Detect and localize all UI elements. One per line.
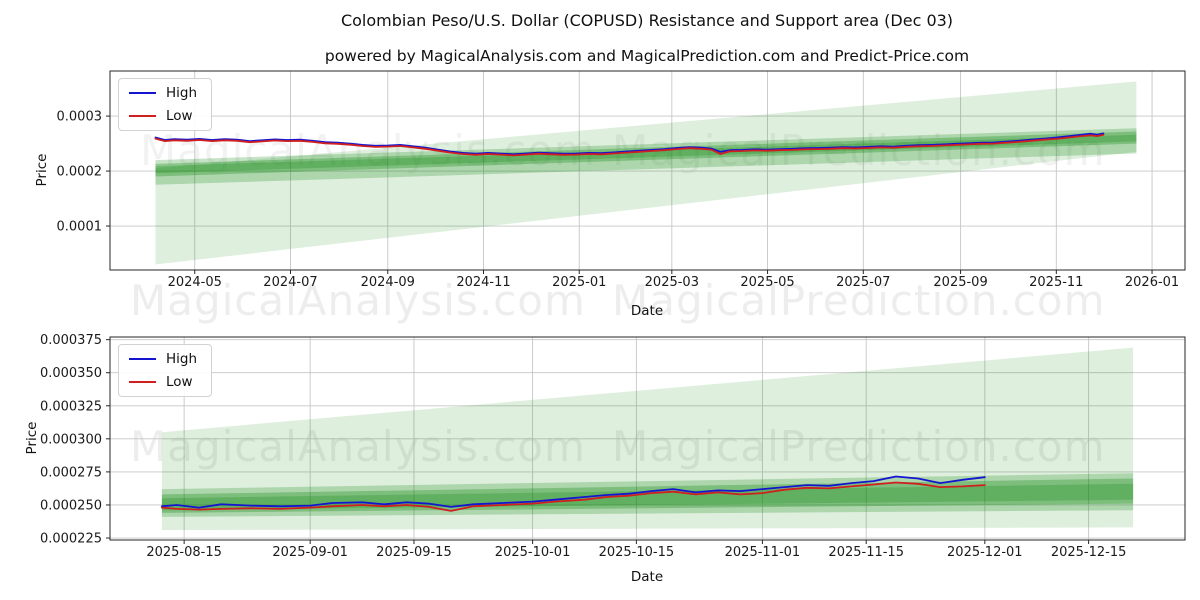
- top-x-axis-label: Date: [630, 303, 664, 319]
- high-line: [154, 132, 1105, 156]
- y-tick-label: 0.0001: [57, 220, 103, 235]
- low-line-swatch: [129, 381, 156, 383]
- inner-support-resistance-band: [155, 131, 1137, 177]
- x-tick-label: 2024-09: [361, 275, 415, 290]
- y-tick-label: 0.0002: [57, 165, 103, 180]
- watermark-analysis-top-axis: MagicalAnalysis.com: [130, 276, 586, 325]
- x-tick-label: 2025-03: [645, 275, 699, 290]
- outer-support-resistance-fan: [155, 81, 1137, 265]
- x-tick-label: 2025-11: [1029, 275, 1083, 290]
- y-tick-label: 0.000225: [40, 532, 102, 547]
- high-line-swatch: [129, 92, 156, 94]
- legend-label-high: High: [166, 351, 198, 367]
- high-line-swatch: [129, 358, 156, 360]
- legend-label-low: Low: [166, 374, 193, 390]
- legend-item-low: Low: [129, 374, 197, 390]
- low-line: [154, 133, 1105, 157]
- x-tick-label: 2025-12-15: [1051, 545, 1127, 560]
- x-tick-label: 2025-09-15: [376, 545, 452, 560]
- low-line-swatch: [129, 115, 156, 117]
- x-tick-label: 2025-11-01: [725, 545, 801, 560]
- x-tick-label: 2025-09: [933, 275, 987, 290]
- watermark-analysis-top-inplot: MagicalAnalysis.com: [140, 126, 596, 175]
- x-tick-label: 2025-12-01: [947, 545, 1023, 560]
- y-tick-label: 0.000325: [40, 399, 102, 414]
- bottom-y-axis-label: Price: [24, 421, 40, 455]
- watermark-prediction-top-axis: MagicalPrediction.com: [612, 276, 1106, 325]
- legend-top: High Low: [118, 78, 213, 131]
- watermark-prediction-bottom: MagicalPrediction.com: [612, 422, 1106, 471]
- y-tick-label: 0.000300: [40, 432, 102, 447]
- x-tick-label: 2025-05: [740, 275, 794, 290]
- mid-support-resistance-band: [155, 128, 1137, 185]
- legend-item-high: High: [129, 85, 197, 101]
- y-tick-label: 0.000275: [40, 465, 102, 480]
- x-tick-label: 2024-05: [168, 275, 222, 290]
- legend-bottom: High Low: [118, 344, 213, 397]
- x-tick-label: 2026-01: [1125, 275, 1179, 290]
- plot-frame: [109, 70, 1186, 271]
- watermark-analysis-bottom: MagicalAnalysis.com: [130, 422, 586, 471]
- legend-item-low: Low: [129, 108, 197, 124]
- x-tick-label: 2025-07: [836, 275, 890, 290]
- x-tick-label: 2024-11: [456, 275, 510, 290]
- top-y-axis-label: Price: [34, 153, 50, 187]
- bottom-x-axis-label: Date: [630, 569, 664, 585]
- x-tick-label: 2024-07: [263, 275, 317, 290]
- y-tick-label: 0.000250: [40, 498, 102, 513]
- y-tick-label: 0.000350: [40, 366, 102, 381]
- legend-label-high: High: [166, 85, 198, 101]
- core-support-resistance-band: [161, 483, 1134, 511]
- x-tick-label: 2025-01: [552, 275, 606, 290]
- low-line: [160, 481, 986, 512]
- x-tick-label: 2025-08-15: [146, 545, 222, 560]
- chart-title: Colombian Peso/U.S. Dollar (COPUSD) Resi…: [340, 11, 954, 30]
- y-tick-label: 0.000375: [40, 333, 102, 348]
- y-tick-label: 0.0003: [57, 110, 103, 125]
- core-support-resistance-band: [155, 134, 1137, 174]
- x-tick-label: 2025-09-01: [272, 545, 348, 560]
- outer-support-resistance-fan: [161, 347, 1134, 531]
- x-tick-label: 2025-11-15: [828, 545, 904, 560]
- x-tick-label: 2025-10-15: [599, 545, 675, 560]
- legend-label-low: Low: [166, 108, 193, 124]
- watermark-prediction-top-inplot: MagicalPrediction.com: [612, 126, 1106, 175]
- chart-subtitle: powered by MagicalAnalysis.com and Magic…: [324, 47, 970, 65]
- x-tick-label: 2025-10-01: [495, 545, 571, 560]
- high-line: [160, 475, 986, 509]
- legend-item-high: High: [129, 351, 197, 367]
